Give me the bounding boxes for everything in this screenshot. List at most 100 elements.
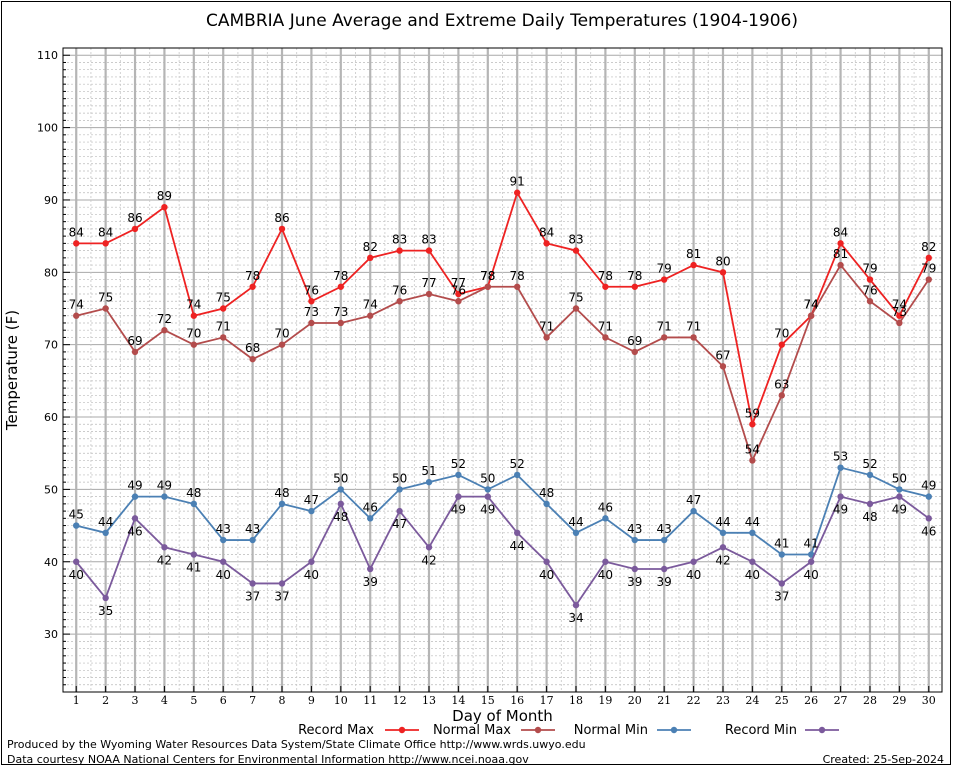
data-point-record-max bbox=[190, 312, 198, 319]
x-tick-label: 14 bbox=[451, 694, 465, 707]
data-point-normal-max bbox=[837, 261, 844, 269]
data-point-normal-max bbox=[896, 319, 903, 327]
data-label-normal-min: 47 bbox=[304, 493, 319, 507]
y-tick-label: 50 bbox=[44, 483, 58, 496]
data-point-normal-max bbox=[690, 334, 697, 341]
data-label-normal-min: 50 bbox=[392, 471, 407, 485]
data-point-record-min bbox=[249, 580, 256, 587]
data-point-record-min bbox=[396, 507, 403, 515]
data-point-normal-min bbox=[161, 493, 168, 500]
data-label-record-min: 37 bbox=[774, 589, 789, 603]
data-point-record-max bbox=[249, 283, 256, 290]
data-point-record-min bbox=[278, 580, 286, 587]
data-point-normal-max bbox=[660, 334, 668, 341]
data-label-normal-max: 71 bbox=[598, 319, 613, 333]
data-point-normal-max bbox=[455, 298, 462, 305]
x-tick-label: 13 bbox=[422, 694, 436, 707]
data-label-normal-max: 76 bbox=[392, 283, 407, 297]
x-tick-label: 20 bbox=[628, 694, 642, 707]
footer-created: Created: 25-Sep-2024 bbox=[822, 753, 944, 766]
data-point-record-min bbox=[102, 594, 109, 602]
data-label-record-max: 79 bbox=[862, 262, 877, 276]
x-tick-label: 17 bbox=[540, 694, 554, 707]
x-tick-label: 23 bbox=[716, 694, 730, 707]
data-point-record-max bbox=[220, 305, 227, 312]
data-point-record-max bbox=[837, 240, 844, 247]
data-point-normal-min bbox=[896, 486, 903, 493]
data-point-normal-min bbox=[925, 493, 932, 500]
data-label-normal-min: 50 bbox=[892, 471, 907, 485]
data-label-normal-min: 41 bbox=[774, 537, 789, 551]
data-point-record-max bbox=[131, 225, 139, 233]
data-label-normal-max: 71 bbox=[539, 319, 554, 333]
data-point-normal-max bbox=[131, 348, 139, 356]
x-tick-label: 16 bbox=[510, 694, 524, 707]
x-tick-label: 24 bbox=[745, 694, 759, 707]
data-point-normal-min bbox=[249, 536, 256, 544]
data-label-record-max: 83 bbox=[568, 233, 583, 247]
data-point-record-max bbox=[367, 254, 374, 262]
data-label-normal-max: 71 bbox=[657, 319, 672, 333]
data-point-record-min bbox=[572, 601, 580, 609]
data-label-normal-max: 72 bbox=[157, 312, 172, 326]
data-label-record-min: 40 bbox=[804, 568, 819, 582]
data-point-record-min bbox=[513, 529, 521, 537]
data-label-normal-min: 44 bbox=[98, 515, 113, 529]
data-point-normal-min bbox=[572, 529, 580, 537]
data-point-record-max bbox=[543, 240, 550, 247]
data-point-record-max bbox=[396, 247, 403, 254]
x-tick-label: 19 bbox=[598, 694, 612, 707]
series-line-normal-max bbox=[76, 263, 930, 463]
data-label-normal-max: 69 bbox=[627, 334, 642, 348]
data-point-record-max bbox=[425, 247, 433, 254]
data-point-normal-max bbox=[249, 355, 256, 363]
legend-marker-normal-min bbox=[670, 726, 678, 734]
y-tick-label: 60 bbox=[44, 411, 58, 424]
data-label-normal-max: 75 bbox=[98, 290, 113, 304]
data-label-normal-min: 43 bbox=[627, 522, 642, 536]
footer-produced-by: Produced by the Wyoming Water Resources … bbox=[7, 738, 586, 751]
plot-area bbox=[62, 47, 943, 693]
x-tick-label: 4 bbox=[161, 694, 168, 707]
data-point-record-min bbox=[749, 558, 756, 565]
data-label-record-min: 48 bbox=[862, 510, 877, 524]
data-point-normal-min bbox=[778, 551, 785, 558]
data-label-record-max: 84 bbox=[98, 225, 113, 239]
data-label-record-min: 41 bbox=[186, 561, 201, 575]
data-label-record-min: 46 bbox=[921, 524, 936, 538]
data-point-normal-min bbox=[131, 493, 139, 500]
data-label-record-max: 74 bbox=[186, 298, 201, 312]
series-line-normal-min bbox=[76, 466, 929, 556]
legend-marker-record-max bbox=[398, 726, 406, 734]
data-label-record-min: 49 bbox=[892, 503, 907, 517]
data-point-normal-max bbox=[513, 283, 521, 290]
data-label-record-max: 79 bbox=[657, 262, 672, 276]
x-tick-label: 28 bbox=[863, 694, 877, 707]
data-label-record-min: 40 bbox=[69, 568, 84, 582]
data-point-record-max bbox=[866, 276, 874, 283]
data-label-record-min: 49 bbox=[480, 503, 495, 517]
data-label-normal-max: 75 bbox=[568, 290, 583, 304]
data-point-normal-min bbox=[837, 464, 844, 471]
chart-title: CAMBRIA June Average and Extreme Daily T… bbox=[206, 11, 798, 31]
data-point-normal-min bbox=[543, 500, 550, 508]
x-tick-label: 30 bbox=[922, 694, 936, 707]
data-label-normal-max: 68 bbox=[245, 341, 260, 355]
data-label-normal-min: 51 bbox=[421, 464, 436, 478]
data-point-record-max bbox=[73, 240, 80, 247]
data-label-record-max: 89 bbox=[157, 189, 172, 203]
data-label-record-min: 40 bbox=[304, 568, 319, 582]
data-label-record-max: 74 bbox=[804, 298, 819, 312]
series-layer bbox=[73, 189, 932, 609]
data-point-normal-max bbox=[73, 312, 80, 319]
data-label-normal-min: 46 bbox=[598, 500, 613, 514]
data-label-record-max: 81 bbox=[686, 247, 701, 261]
data-label-record-max: 84 bbox=[833, 225, 848, 239]
data-point-normal-min bbox=[690, 507, 697, 515]
data-label-record-min: 35 bbox=[98, 604, 113, 618]
data-label-normal-max: 79 bbox=[921, 262, 936, 276]
data-point-normal-min bbox=[425, 478, 433, 486]
data-label-normal-max: 78 bbox=[480, 269, 495, 283]
data-point-normal-min bbox=[337, 486, 345, 493]
data-point-normal-min bbox=[190, 500, 198, 508]
